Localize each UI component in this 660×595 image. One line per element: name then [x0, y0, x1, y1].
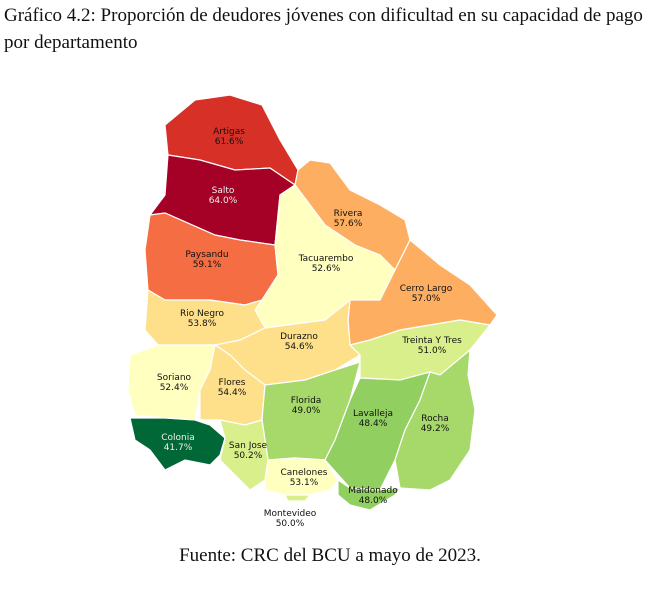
- region-name: Tacuarembo: [298, 254, 354, 264]
- region-value-label: 50.2%: [234, 451, 263, 461]
- region-value-label: 41.7%: [164, 443, 193, 453]
- region-name: San Jose: [229, 441, 268, 451]
- region-name: Cerro Largo: [400, 284, 453, 294]
- region-name: Soriano: [157, 373, 192, 383]
- region-name: Artigas: [213, 127, 245, 137]
- region-value-label: 64.0%: [209, 196, 238, 206]
- region-name: Salto: [212, 186, 235, 196]
- region-value-label: 51.0%: [418, 346, 447, 356]
- region-name: Rocha: [421, 414, 449, 424]
- region: [264, 457, 339, 496]
- region-name: Canelones: [281, 468, 328, 478]
- region-value-label: 49.2%: [421, 424, 450, 434]
- source: Fuente: CRC del BCU a mayo de 2023.: [179, 545, 481, 566]
- region-name: Flores: [219, 378, 246, 388]
- region: [337, 478, 402, 511]
- region-value-label: 57.6%: [334, 219, 363, 229]
- region-value-label: 59.1%: [193, 260, 222, 270]
- region-name: Durazno: [280, 332, 318, 342]
- region-name: Rivera: [334, 209, 363, 219]
- region-value-label: 53.8%: [188, 319, 217, 329]
- region-value-label: 49.0%: [292, 406, 321, 416]
- region-value-label: 52.4%: [160, 383, 189, 393]
- region-name: Rio Negro: [180, 309, 225, 319]
- region-name: Montevideo: [264, 509, 317, 519]
- region-name: Paysandu: [185, 250, 228, 260]
- region-value-label: 52.6%: [312, 264, 341, 274]
- region-name: Treinta Y Tres: [401, 336, 462, 346]
- region: [219, 419, 269, 491]
- region: [324, 371, 431, 491]
- region-value-label: 48.0%: [359, 496, 388, 506]
- region-name: Maldonado: [348, 486, 398, 496]
- region: [284, 494, 312, 502]
- region-value-label: 53.1%: [290, 478, 319, 488]
- region-value-label: 61.6%: [215, 137, 244, 147]
- region-value-label: 54.6%: [285, 342, 314, 352]
- region: [394, 348, 476, 491]
- region-value-label: 54.4%: [218, 388, 247, 398]
- title: Gráfico 4.2: Proporción de deudores jóve…: [4, 5, 643, 53]
- region-name: Florida: [291, 396, 322, 406]
- region-name: Lavalleja: [353, 409, 393, 419]
- region-value-label: 50.0%: [276, 519, 305, 529]
- region-name: Colonia: [161, 433, 195, 443]
- region-value-label: 48.4%: [359, 419, 388, 429]
- region-value-label: 57.0%: [412, 294, 441, 304]
- region: [129, 417, 226, 471]
